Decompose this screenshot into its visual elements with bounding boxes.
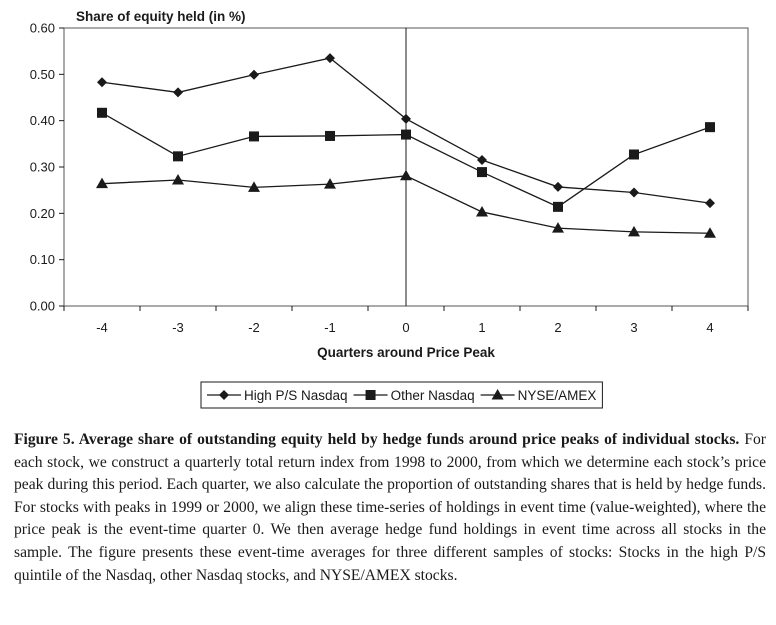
- square-marker: [249, 131, 259, 142]
- x-tick-label: 3: [630, 320, 637, 335]
- square-marker: [365, 390, 376, 400]
- triangle-marker: [476, 205, 488, 217]
- axes: 0.00 0.10 0.20 0.30 0.40 0.50 0.60 -4 -3 -2 -1 0 1 2 3…: [30, 21, 749, 335]
- triangle-marker: [96, 177, 108, 189]
- square-marker: [553, 201, 563, 212]
- diamond-marker: [477, 155, 487, 166]
- y-tick-label: 0.10: [30, 252, 55, 267]
- diamond-marker: [249, 69, 259, 80]
- x-tick-label: 2: [554, 320, 561, 335]
- figure-caption: Figure 5. Average share of outstanding e…: [14, 429, 766, 587]
- y-tick-label: 0.40: [30, 113, 55, 128]
- square-marker: [325, 130, 335, 141]
- diamond-marker: [705, 198, 715, 209]
- series-square: [97, 107, 715, 212]
- x-tick-label: -2: [248, 320, 260, 335]
- triangle-marker: [400, 169, 412, 181]
- diamond-marker: [401, 113, 411, 124]
- series-diamond: [97, 53, 715, 209]
- square-marker: [477, 167, 487, 178]
- diamond-marker: [173, 87, 183, 98]
- diamond-marker: [629, 187, 639, 198]
- triangle-marker: [552, 222, 564, 233]
- y-tick-label: 0.50: [30, 67, 55, 82]
- legend-label: High P/S Nasdaq: [244, 388, 348, 403]
- square-marker: [97, 107, 107, 118]
- y-tick-label: 0.20: [30, 206, 55, 221]
- x-tick-label: 1: [478, 320, 485, 335]
- diamond-marker: [325, 53, 335, 64]
- triangle-marker: [628, 225, 640, 237]
- diamond-marker: [97, 77, 107, 88]
- triangle-marker: [491, 389, 504, 400]
- triangle-marker: [248, 181, 260, 192]
- x-axis-label: Quarters around Price Peak: [317, 345, 495, 360]
- caption-lead: Figure 5. Average share of outstanding e…: [14, 431, 740, 448]
- triangle-marker: [172, 173, 184, 185]
- triangle-marker: [324, 178, 336, 189]
- y-tick-label: 0.60: [30, 21, 55, 36]
- line-chart: Share of equity held (in %) Quarters aro…: [30, 9, 749, 409]
- square-marker: [401, 129, 411, 140]
- square-marker: [173, 151, 183, 162]
- x-tick-label: 0: [402, 320, 409, 335]
- legend-label: Other Nasdaq: [391, 388, 475, 403]
- x-tick-label: -3: [172, 320, 184, 335]
- square-marker: [629, 149, 639, 160]
- y-tick-label: 0.00: [30, 299, 55, 314]
- legend-item: High P/S Nasdaq: [207, 388, 348, 403]
- series-group: [96, 53, 716, 238]
- diamond-marker: [219, 390, 229, 400]
- legend-label: NYSE/AMEX: [518, 388, 597, 403]
- square-marker: [705, 122, 715, 133]
- x-tick-label: 4: [706, 320, 713, 335]
- x-tick-label: -4: [96, 320, 108, 335]
- caption-body: For each stock, we construct a quarterly…: [14, 431, 766, 584]
- series-triangle: [96, 169, 716, 238]
- x-tick-label: -1: [324, 320, 336, 335]
- triangle-marker: [704, 227, 716, 238]
- legend-box: [200, 381, 603, 409]
- legend: High P/S Nasdaq Other Nasdaq NYSE/AMEX: [200, 381, 603, 409]
- diamond-marker: [553, 181, 563, 192]
- y-axis-label: Share of equity held (in %): [76, 9, 246, 24]
- y-tick-label: 0.30: [30, 160, 55, 175]
- legend-item: NYSE/AMEX: [480, 388, 597, 403]
- legend-item: Other Nasdaq: [353, 388, 475, 403]
